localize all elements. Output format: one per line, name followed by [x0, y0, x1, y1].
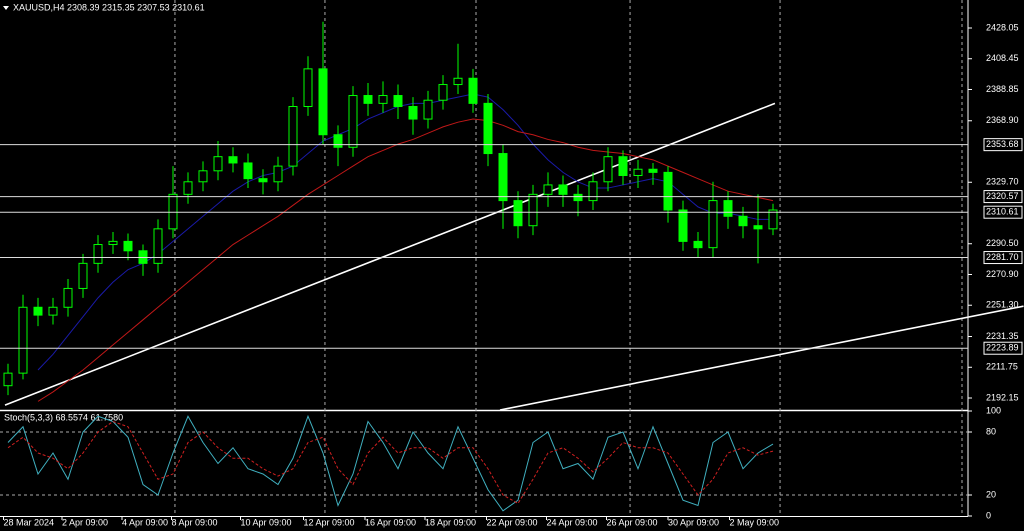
level-badge [983, 138, 1023, 152]
candle-body [78, 262, 88, 289]
level-label: 2353.68 [986, 139, 1019, 149]
y-tick-label: 2270.90 [986, 269, 1019, 279]
candle-body [483, 102, 493, 155]
candle-body [468, 77, 478, 104]
y-tick-label: 2192.15 [986, 392, 1019, 402]
candle-body [768, 209, 778, 230]
y-tick-label: 2211.75 [986, 362, 1018, 372]
candle-body [243, 162, 253, 180]
y-tick-label: 2290.50 [986, 238, 1019, 248]
y-tick-label: 0 [986, 510, 991, 520]
y-tick-label: 2329.70 [986, 177, 1019, 187]
candle-body [18, 306, 28, 374]
candle-body [573, 193, 583, 202]
level-label: 2310.61 [986, 207, 1019, 217]
menu-arrow [3, 6, 9, 10]
candle-body [93, 244, 103, 264]
candle-body [678, 209, 688, 242]
level-label: 2320.57 [986, 191, 1019, 201]
candle-body [348, 95, 358, 148]
x-tick-label: 26 Apr 09:00 [607, 517, 658, 527]
candle-body [723, 200, 733, 217]
candle-body [633, 168, 643, 177]
x-tick-label: 2 Apr 09:00 [62, 517, 108, 527]
candle-body [708, 200, 718, 249]
candle-body [258, 178, 268, 183]
candle-body [513, 200, 523, 227]
level-label: 2281.70 [986, 252, 1019, 262]
chart-title: XAUUSD,H4 2308.39 2315.35 2307.53 2310.6… [13, 2, 205, 12]
candle-body [618, 156, 628, 177]
candle-body [408, 105, 418, 120]
candle-body [558, 184, 568, 195]
candle-body [603, 156, 613, 183]
candle-body [183, 181, 193, 195]
x-tick-label: 8 Apr 09:00 [172, 517, 218, 527]
candle-body [693, 240, 703, 249]
candle-body [108, 240, 118, 246]
candle-body [333, 134, 343, 148]
trend-line [4, 102, 776, 406]
candle-body [453, 77, 463, 86]
candle-body [288, 105, 298, 167]
y-tick-label: 2388.85 [986, 84, 1019, 94]
x-tick-label: 4 Apr 09:00 [122, 517, 168, 527]
moving-average [37, 118, 774, 402]
candle-body [3, 372, 13, 387]
trend-line [499, 305, 1024, 411]
candle-body [33, 306, 43, 316]
x-tick-label: 12 Apr 09:00 [304, 517, 355, 527]
candle-body [543, 184, 553, 195]
candle-body [438, 84, 448, 101]
x-tick-label: 22 Apr 09:00 [487, 517, 538, 527]
candle-body [498, 153, 508, 202]
y-tick-label: 2231.35 [986, 331, 1019, 341]
candle-body [588, 181, 598, 202]
candle-body [48, 306, 58, 316]
level-badge [983, 190, 1023, 204]
candle-body [738, 215, 748, 227]
y-tick-label: 80 [986, 426, 996, 436]
x-tick-label: 18 Apr 09:00 [425, 517, 476, 527]
candle-body [153, 228, 163, 264]
x-tick-label: 28 Mar 2024 [4, 517, 55, 527]
candle-body [123, 240, 133, 252]
candle-body [363, 95, 373, 104]
candle-body [198, 170, 208, 183]
y-tick-label: 2251.30 [986, 300, 1019, 310]
y-tick-label: 2408.45 [986, 53, 1019, 63]
candle-body [393, 95, 403, 107]
candle-body [273, 165, 283, 183]
y-tick-label: 20 [986, 489, 996, 499]
y-tick-label: 2368.90 [986, 115, 1019, 125]
candle-body [318, 68, 328, 136]
candle-body [663, 171, 673, 211]
candle-body [423, 99, 433, 120]
x-tick-label: 16 Apr 09:00 [365, 517, 416, 527]
candle-body [378, 95, 388, 104]
candle-body [228, 156, 238, 164]
oscillator-line [7, 420, 774, 505]
level-badge [983, 341, 1023, 355]
level-badge [983, 251, 1023, 265]
level-badge [983, 205, 1023, 219]
x-tick-label: 30 Apr 09:00 [668, 517, 719, 527]
level-label: 2223.89 [986, 343, 1019, 353]
candle-body [648, 168, 658, 173]
y-tick-label: 100 [986, 405, 1001, 415]
candle-body [303, 68, 313, 107]
y-tick-label: 2428.05 [986, 22, 1019, 32]
x-tick-label: 24 Apr 09:00 [547, 517, 598, 527]
candle-body [753, 225, 763, 230]
candle-body [528, 193, 538, 227]
oscillator-title: Stoch(5,3,3) 68.5574 61.7580 [4, 412, 123, 422]
candle-body [168, 193, 178, 230]
x-tick-label: 2 May 09:00 [730, 517, 780, 527]
x-tick-label: 10 Apr 09:00 [241, 517, 292, 527]
candle-body [213, 156, 223, 172]
candle-body [63, 287, 73, 308]
